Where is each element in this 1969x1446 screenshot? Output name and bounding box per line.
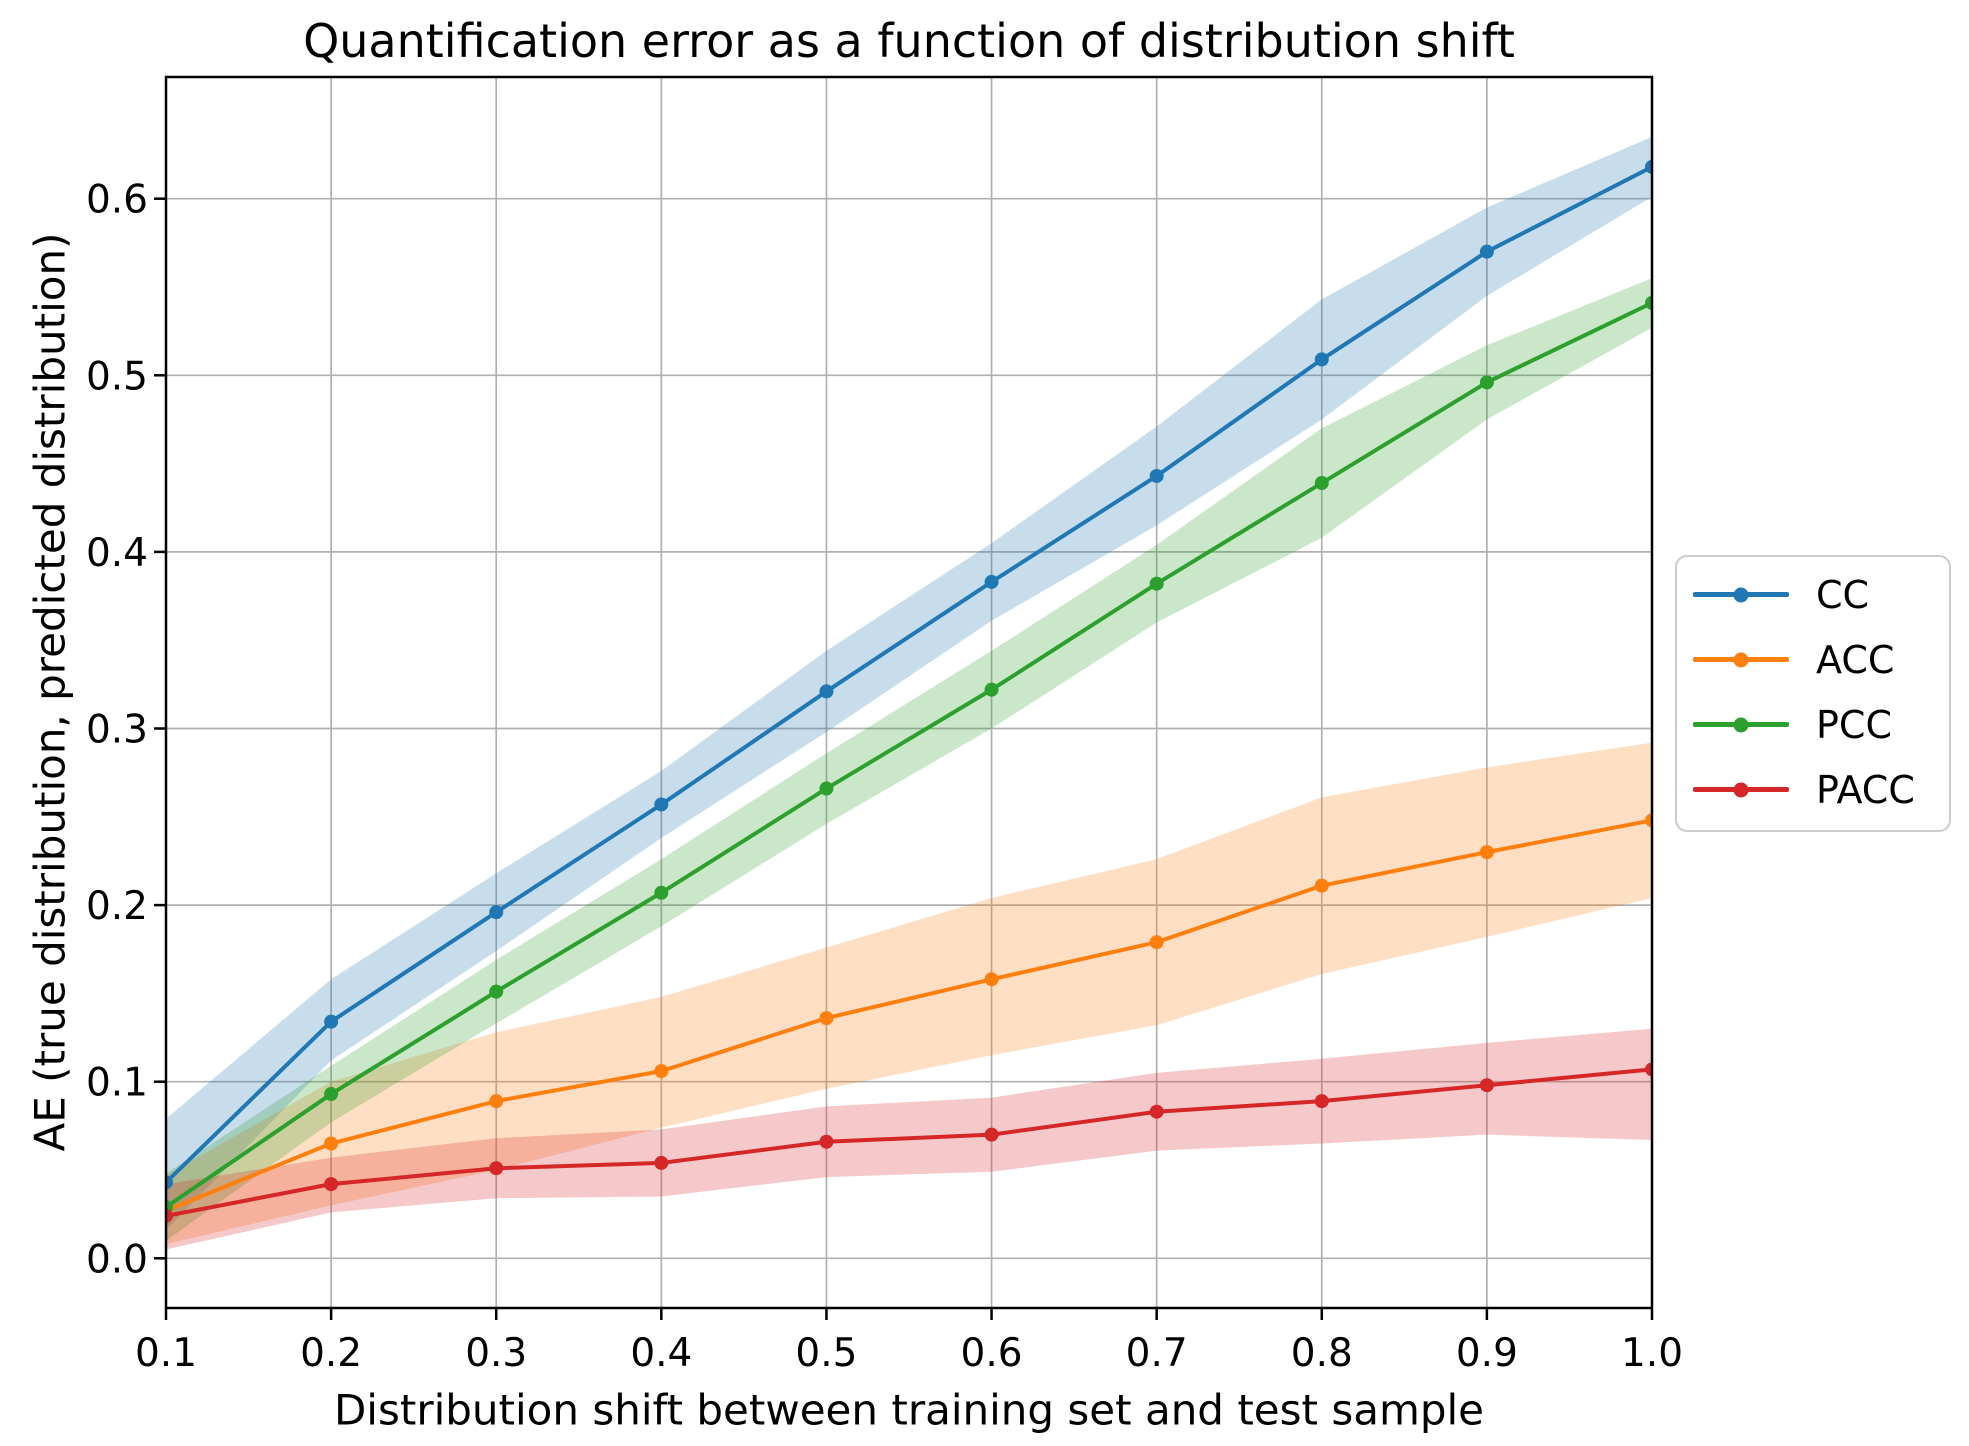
x-tick-label: 0.8 <box>1291 1331 1353 1376</box>
data-point <box>1479 845 1494 860</box>
data-point <box>324 1014 339 1029</box>
x-tick-label: 0.7 <box>1126 1331 1188 1376</box>
data-point <box>654 885 669 900</box>
data-point <box>654 797 669 812</box>
x-tick-label: 0.2 <box>300 1331 362 1376</box>
data-point <box>1314 352 1329 367</box>
legend-label: ACC <box>1816 637 1895 682</box>
data-point <box>819 1011 834 1026</box>
data-point <box>1314 476 1329 491</box>
y-tick-label: 0.5 <box>86 354 148 399</box>
data-point <box>984 574 999 589</box>
y-tick-label: 0.1 <box>86 1061 148 1106</box>
x-axis-label: Distribution shift between training set … <box>333 1385 1485 1435</box>
y-tick-label: 0.0 <box>86 1237 148 1282</box>
data-point <box>1479 375 1494 390</box>
data-point <box>984 1127 999 1142</box>
data-point <box>166 1175 173 1190</box>
x-tick-label: 0.9 <box>1456 1331 1518 1376</box>
legend-swatch-acc <box>1693 657 1789 662</box>
legend-item-cc: CC <box>1677 562 1949 627</box>
series-lines <box>166 159 1652 1223</box>
data-point <box>1149 576 1164 591</box>
legend-swatch-cc <box>1693 592 1789 597</box>
tick-labels: 0.1 0.2 0.3 0.4 0.5 0.6 0.7 0.8 0.9 1.0 0.0 0.1 0.2 0… <box>86 178 1683 1376</box>
legend-item-pcc: PCC <box>1677 692 1949 757</box>
data-point <box>1645 1062 1652 1077</box>
data-point <box>1479 1078 1494 1093</box>
data-point <box>1149 935 1164 950</box>
data-point <box>489 1094 504 1109</box>
y-tick-label: 0.3 <box>86 708 148 753</box>
y-tick-label: 0.2 <box>86 884 148 929</box>
data-point <box>324 1136 339 1151</box>
series-ACC-markers <box>166 813 1652 1218</box>
legend-label: CC <box>1816 572 1870 617</box>
data-point <box>984 972 999 987</box>
series-PACC-markers <box>166 1062 1652 1223</box>
chart-title: Quantification error as a function of di… <box>303 14 1515 68</box>
x-tick-label: 0.6 <box>961 1331 1023 1376</box>
data-point <box>489 905 504 920</box>
data-point <box>1479 244 1494 259</box>
legend-item-acc: ACC <box>1677 627 1949 692</box>
series-ACC-line <box>166 818 1652 1213</box>
legend: CC ACC PCC PACC <box>1675 555 1951 832</box>
legend-swatch-pcc <box>1693 722 1789 727</box>
legend-item-pacc: PACC <box>1677 757 1949 822</box>
y-tick-label: 0.4 <box>86 531 148 576</box>
series-PCC-band <box>166 278 1652 1241</box>
x-tick-label: 0.5 <box>795 1331 857 1376</box>
series-PCC-markers <box>166 295 1652 1215</box>
y-axis-label: AE (true distribution, predicted distrib… <box>25 232 75 1152</box>
data-point <box>324 1177 339 1192</box>
data-point <box>984 682 999 697</box>
x-tick-label: 1.0 <box>1621 1331 1683 1376</box>
data-point <box>1645 813 1652 828</box>
series-PCC-line <box>166 301 1652 1209</box>
axes-spines <box>164 75 1654 1310</box>
series-PACC-line <box>166 1067 1652 1218</box>
series-CC-band <box>166 136 1652 1231</box>
data-point <box>819 1134 834 1149</box>
data-point <box>1645 159 1652 174</box>
data-point <box>489 984 504 999</box>
x-tick-label: 0.1 <box>135 1331 197 1376</box>
series-CC-markers <box>166 159 1652 1190</box>
legend-label: PACC <box>1816 767 1915 812</box>
data-point <box>1314 878 1329 893</box>
data-point <box>489 1161 504 1176</box>
data-point <box>1314 1094 1329 1109</box>
series-ACC-band <box>166 742 1652 1245</box>
data-point <box>1149 1104 1164 1119</box>
data-point <box>1645 295 1652 310</box>
data-point <box>1149 468 1164 483</box>
tick-marks <box>154 197 1654 1320</box>
y-tick-label: 0.6 <box>86 178 148 223</box>
data-point <box>654 1155 669 1170</box>
data-point <box>654 1064 669 1079</box>
data-point <box>819 684 834 699</box>
data-point <box>166 1208 173 1223</box>
x-tick-label: 0.4 <box>630 1331 692 1376</box>
data-point <box>324 1087 339 1102</box>
data-point <box>819 781 834 796</box>
x-tick-label: 0.3 <box>465 1331 527 1376</box>
legend-swatch-pacc <box>1693 787 1789 792</box>
legend-label: PCC <box>1816 702 1892 747</box>
series-CC-line <box>166 165 1652 1184</box>
confidence-bands <box>166 136 1652 1250</box>
